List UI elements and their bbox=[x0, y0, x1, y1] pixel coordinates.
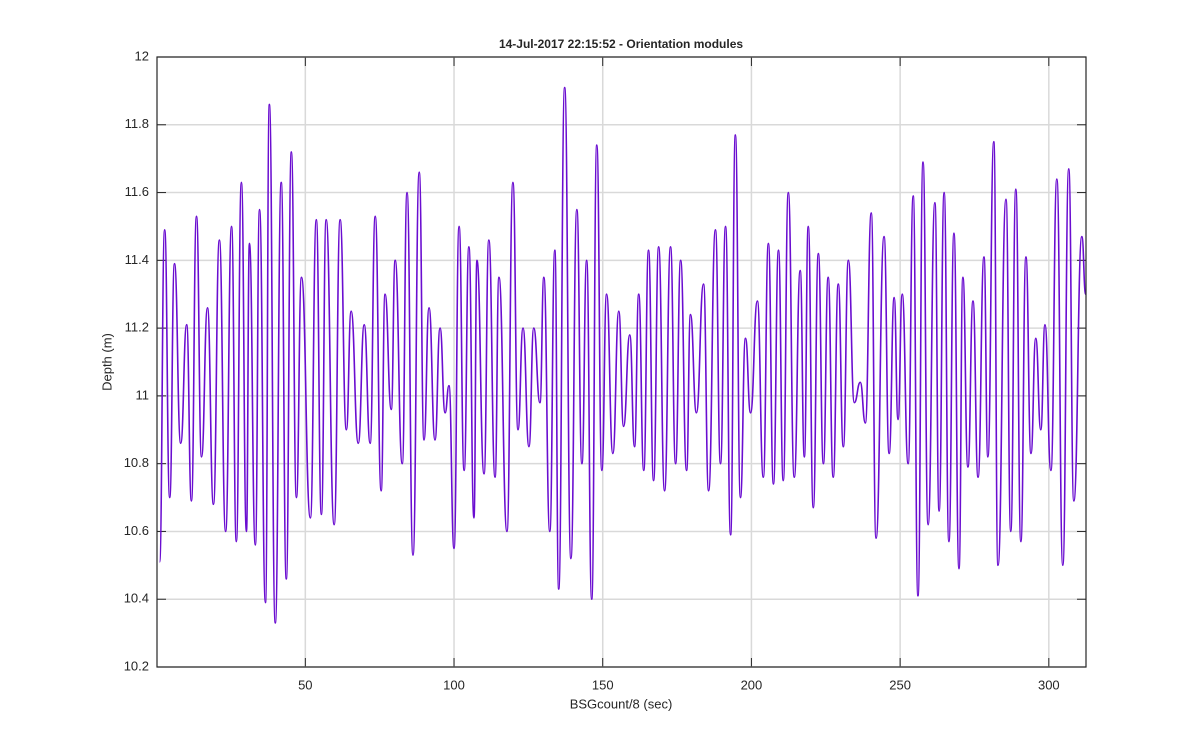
y-tick-label: 10.8 bbox=[124, 455, 149, 470]
y-tick-label: 10.4 bbox=[124, 591, 149, 606]
x-tick-label: 250 bbox=[889, 677, 911, 692]
y-tick-label: 11.2 bbox=[125, 320, 149, 335]
x-tick-label: 150 bbox=[592, 677, 614, 692]
y-tick-label: 11.8 bbox=[125, 116, 149, 131]
x-tick-label: 200 bbox=[741, 677, 763, 692]
y-tick-label: 12 bbox=[135, 48, 149, 63]
y-tick-label: 11 bbox=[136, 387, 150, 402]
data-line bbox=[158, 86, 1087, 624]
y-tick-label: 11.4 bbox=[125, 252, 149, 267]
x-tick-label: 300 bbox=[1038, 677, 1060, 692]
y-tick-label: 10.2 bbox=[124, 658, 149, 673]
y-tick-label: 11.6 bbox=[125, 184, 149, 199]
y-tick-label: 10.6 bbox=[124, 523, 149, 538]
chart-title: 14-Jul-2017 22:15:52 - Orientation modul… bbox=[499, 37, 743, 51]
y-axis-label: Depth (m) bbox=[99, 333, 114, 391]
x-tick-label: 100 bbox=[443, 677, 465, 692]
x-axis-label: BSGcount/8 (sec) bbox=[570, 696, 673, 711]
plot-frame bbox=[156, 56, 1087, 668]
x-tick-label: 50 bbox=[298, 677, 312, 692]
